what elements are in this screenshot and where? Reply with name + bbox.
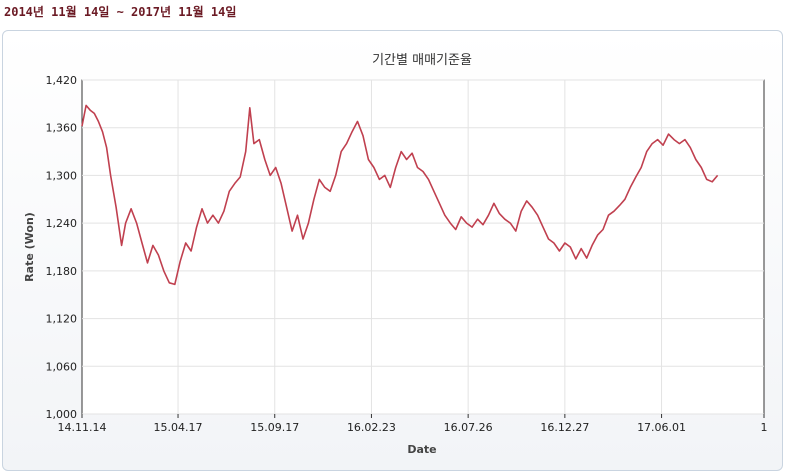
y-axis-title: Rate (Won)	[23, 212, 36, 282]
x-tick-label: 16.12.27	[540, 421, 589, 434]
x-tick-label: 16.02.23	[347, 421, 396, 434]
y-tick-label: 1,240	[46, 217, 78, 230]
series-line	[81, 104, 719, 286]
date-range-header: 2014년 11월 14일 ~ 2017년 11월 14일	[4, 5, 237, 19]
y-tick-label: 1,060	[46, 360, 78, 373]
x-axis-title: Date	[407, 443, 436, 456]
y-tick-label: 1,000	[46, 408, 78, 421]
plot-area	[81, 79, 765, 415]
y-axis-ticks: 1,000 1,060 1,120 1,180 1,240 1,300 1,360 1,420	[46, 74, 78, 421]
y-tick-label: 1,300	[46, 169, 78, 182]
y-tick-label: 1,120	[46, 313, 78, 326]
x-tick-label: 14.11.14	[58, 421, 107, 434]
x-tick-label: 17.06.01	[637, 421, 686, 434]
x-tick-label: 16.07.26	[444, 421, 493, 434]
y-tick-label: 1,420	[46, 74, 78, 87]
x-tick-label: 1	[761, 421, 768, 434]
x-tick-label: 15.04.17	[154, 421, 203, 434]
chart-title: 기간별 매매기준율	[372, 53, 472, 68]
x-axis-ticks: 14.11.14 15.04.17 15.09.17 16.02.23 16.07.26…	[58, 414, 768, 434]
y-tick-label: 1,360	[46, 122, 78, 135]
y-tick-label: 1,180	[46, 265, 78, 278]
x-tick-label: 15.09.17	[250, 421, 299, 434]
grid-lines	[82, 79, 764, 415]
